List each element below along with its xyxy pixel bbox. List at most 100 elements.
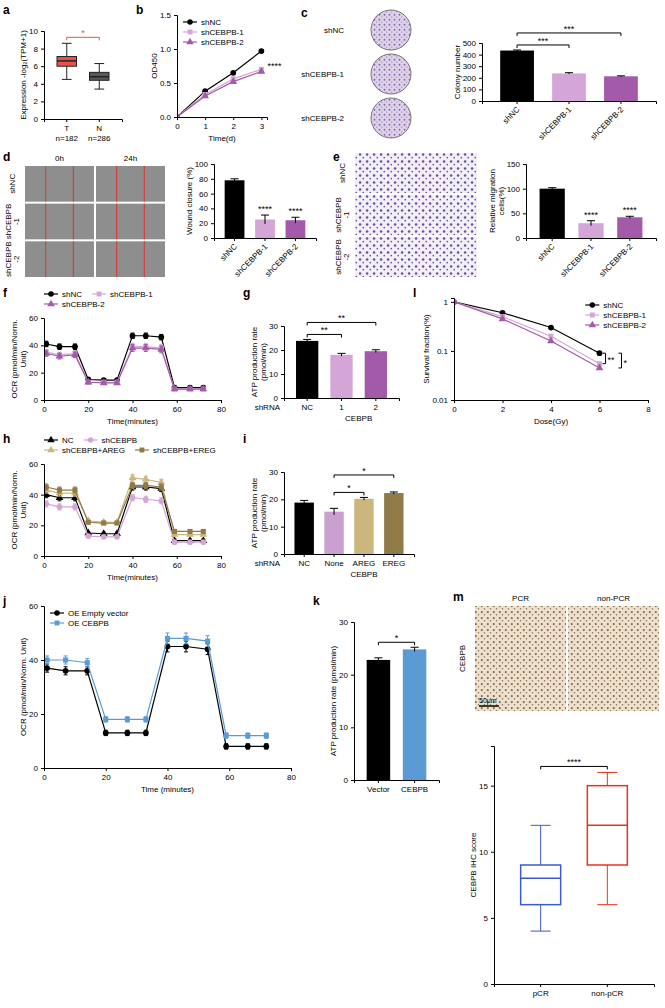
tick-label: 20 [84,405,93,414]
tick-mark [41,464,44,465]
tick: 40 [29,341,44,350]
axis-line [211,165,215,239]
axis-line [285,555,415,558]
axis: 0246810 [29,27,44,124]
panel: 50μmCEBPBPCRnon-PCR [458,594,659,711]
tick-label: 10 [479,848,488,857]
axis-line [351,623,355,781]
error-line [414,647,415,651]
tick-mark [211,223,214,224]
plot-area [454,298,603,370]
tick-mark [451,400,454,401]
significance: * [395,633,399,643]
tick-mark [479,43,482,44]
tick: 100 [463,85,482,94]
image-placeholder [25,241,94,277]
tick: None [324,554,344,568]
tick-label: 100 [463,85,477,94]
tick-mark [648,400,649,403]
axis-line [451,299,455,401]
significance: * [362,466,366,476]
y-axis-title: ATP production rate (pmol/min) [329,645,338,756]
plot: 0100200300400500shNCshCEBPB-1shCEBPB-2Co… [453,24,657,142]
tick-label: 0 [42,561,47,570]
tick-label: 20 [29,710,38,719]
marker [263,744,269,750]
tick: 20 [269,495,284,504]
plot-area [225,179,306,238]
tick-label: 40 [129,561,138,570]
tick-label: 1.0 [160,45,172,54]
axis-line [215,239,317,242]
significance: **** [267,61,282,71]
tick: shNC [501,101,522,126]
marker [205,639,210,644]
plot: 0204060800204060OCR (pmol/min/Norm.Unit)… [10,460,226,582]
plot: 051015pCRnon-pCRCEBPB IHC score**** [469,747,654,998]
axis: TN [45,119,123,133]
marker [56,352,64,359]
legend-item: shNC [183,18,221,27]
legend-item: shCEBPB+AREG [44,446,125,455]
tick: 20 [29,521,44,530]
tick-mark [479,89,482,90]
tick-mark [177,400,178,403]
marker [223,744,229,750]
tick-label: 200 [463,74,477,83]
row-label: shCEBPB-2 [301,114,344,123]
error-cap [261,215,269,216]
tick-label: shCEBPB-1 [559,242,596,279]
legend-label: NC [62,436,74,445]
whisker-cap [597,904,617,905]
error-bar [57,504,61,510]
error-bar [246,733,250,738]
marker [45,657,50,662]
tick: 0 [484,980,494,989]
error-line [265,215,266,224]
whisker-cap [94,63,104,64]
axis-line [281,327,285,399]
error-bar [374,658,382,662]
tick-label: 300 [463,62,477,71]
tick: 60 [199,190,214,199]
axis: NCNoneAREGEREG [285,554,415,568]
legend-item: shNC [585,301,623,310]
marker [186,385,194,392]
tick-mark [41,606,44,607]
marker [84,378,92,385]
wound-edge [116,166,117,202]
wound-edge [45,241,46,277]
tick-label: 40 [29,656,38,665]
tick: 0 [34,552,44,561]
tick: 1 [444,298,454,307]
axis-line [178,118,268,121]
marker [229,77,237,84]
legend-marker [186,38,193,44]
tick: 20 [102,768,111,782]
tick-mark [261,117,262,120]
legend-item: shNC [44,290,82,299]
tick-mark [233,117,234,120]
tick-label: 20 [29,521,38,530]
error-bar [411,647,419,651]
tick-label: 0 [274,394,279,403]
tick-label: CEBPB [401,785,428,794]
tick: 0 [34,764,44,773]
tick-mark [41,84,44,85]
tick-label: 2 [232,122,237,131]
tick-label: 80 [199,175,208,184]
whisker [99,80,100,89]
marker [172,539,178,545]
bar [500,51,534,101]
tick: 400 [463,51,482,60]
tick: 1 [203,117,208,131]
tick-mark [88,556,89,559]
wound-edge [73,241,74,277]
panel: 0100200300400500shNCshCEBPB-1shCEBPB-2Co… [453,24,657,142]
axis-line [174,16,178,118]
tick-label: 60 [173,405,182,414]
sublabel: n=286 [88,134,111,143]
tick: 10 [269,523,284,532]
marker [143,730,149,736]
tick: 4 [34,80,44,89]
